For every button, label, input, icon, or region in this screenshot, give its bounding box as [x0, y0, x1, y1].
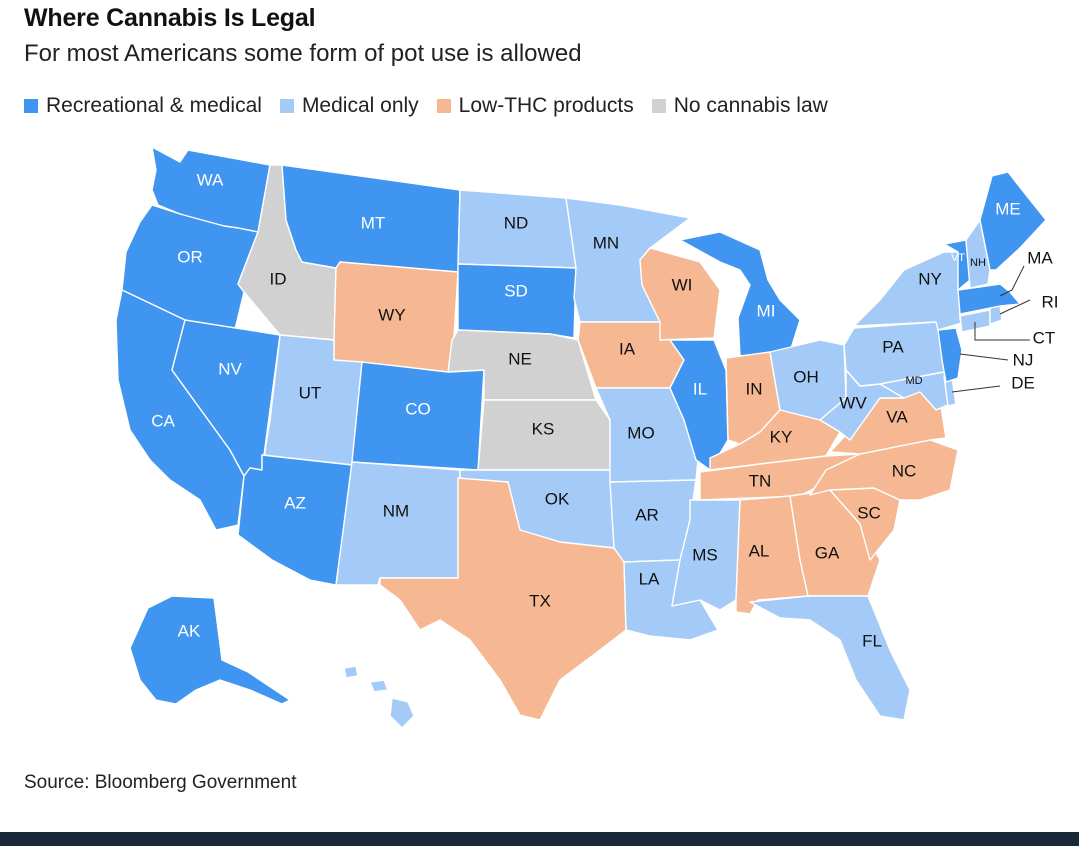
label-nj: NJ: [1013, 350, 1034, 369]
label-nd: ND: [504, 213, 529, 232]
label-ny: NY: [918, 269, 942, 288]
state-wi: [639, 247, 721, 341]
label-sd: SD: [504, 281, 528, 300]
leader-ri: [999, 299, 1031, 315]
state-vt: [943, 239, 971, 291]
state-me: [979, 171, 1047, 271]
label-wy: WY: [378, 305, 405, 324]
chart-title: Where Cannabis Is Legal: [24, 4, 316, 32]
legend-label-medical: Medical only: [301, 94, 419, 117]
label-ne: NE: [508, 349, 532, 368]
label-oh: OH: [793, 367, 819, 386]
leader-lines: [951, 265, 1031, 393]
label-ky: KY: [770, 427, 793, 446]
label-tx: TX: [529, 591, 551, 610]
label-wi: WI: [672, 275, 693, 294]
state-labels: WA OR CA NV ID MT WY UT AZ CO NM AK ND S…: [151, 170, 1058, 650]
state-ct: [959, 309, 991, 333]
us-map: WA OR CA NV ID MT WY UT AZ CO NM AK ND S…: [115, 146, 1059, 729]
legend-swatch-low-thc: [436, 99, 451, 113]
label-ca: CA: [151, 411, 175, 430]
label-ri: RI: [1042, 292, 1059, 311]
label-mo: MO: [627, 423, 654, 442]
leader-nj: [959, 353, 1009, 361]
state-az: [237, 454, 353, 586]
legend-swatch-medical: [279, 99, 294, 113]
label-va: VA: [886, 407, 908, 426]
label-ct: CT: [1033, 328, 1056, 347]
label-ks: KS: [532, 419, 555, 438]
label-mi: MI: [757, 301, 776, 320]
label-mn: MN: [593, 233, 619, 252]
label-de: DE: [1011, 373, 1035, 392]
state-ri: [989, 305, 1003, 325]
label-nm: NM: [383, 501, 409, 520]
label-il: IL: [693, 379, 707, 398]
state-hi-maui: [369, 679, 389, 693]
legend-item-no-law: No cannabis law: [651, 94, 828, 118]
label-me: ME: [995, 199, 1021, 218]
legend-label-no-law: No cannabis law: [673, 94, 828, 117]
label-al: AL: [749, 541, 770, 560]
label-sc: SC: [857, 503, 881, 522]
label-ut: UT: [299, 383, 322, 402]
label-vt: VT: [951, 252, 965, 264]
state-co: [351, 361, 485, 471]
label-la: LA: [639, 569, 660, 588]
label-ia: IA: [619, 339, 636, 358]
state-il: [669, 339, 729, 471]
label-mt: MT: [361, 213, 386, 232]
legend-swatch-no-law: [651, 99, 666, 113]
label-ms: MS: [692, 545, 718, 564]
label-ga: GA: [815, 543, 840, 562]
label-ak: AK: [178, 621, 201, 640]
bottom-bar: [0, 832, 1079, 846]
source-note: Source: Bloomberg Government: [24, 772, 297, 793]
state-hi: [343, 665, 415, 729]
state-hi-big: [389, 697, 415, 729]
label-ar: AR: [635, 505, 659, 524]
label-nh: NH: [970, 257, 986, 269]
state-sd: [457, 263, 577, 339]
legend-swatch-recreational: [24, 99, 38, 113]
label-pa: PA: [882, 337, 904, 356]
chart-subtitle: For most Americans some form of pot use …: [24, 40, 582, 67]
label-ok: OK: [545, 489, 570, 508]
label-in: IN: [746, 379, 763, 398]
state-hi-oahu: [343, 665, 359, 679]
legend-label-recreational: Recreational & medical: [46, 94, 262, 117]
state-shapes: [115, 146, 1047, 729]
legend-label-low-thc: Low-THC products: [458, 94, 634, 117]
state-nj: [937, 327, 963, 383]
legend: Recreational & medical Medical only Low-…: [24, 94, 846, 118]
legend-item-low-thc: Low-THC products: [436, 94, 634, 118]
state-nh: [965, 219, 991, 289]
state-fl: [749, 595, 911, 721]
label-wv: WV: [839, 393, 867, 412]
label-fl: FL: [862, 631, 882, 650]
state-ak: [129, 595, 291, 705]
label-ma: MA: [1027, 248, 1053, 267]
label-az: AZ: [284, 493, 306, 512]
leader-ma: [999, 265, 1025, 297]
state-tx: [379, 477, 627, 721]
label-tn: TN: [749, 471, 772, 490]
state-nm: [335, 461, 461, 586]
label-wa: WA: [197, 170, 224, 189]
label-or: OR: [177, 247, 203, 266]
label-co: CO: [405, 399, 431, 418]
legend-item-recreational: Recreational & medical: [24, 94, 262, 118]
legend-item-medical: Medical only: [279, 94, 419, 118]
label-nc: NC: [892, 461, 917, 480]
leader-de: [951, 385, 1001, 393]
label-md: MD: [905, 375, 922, 387]
state-ma: [957, 283, 1021, 315]
leader-ct: [974, 322, 1030, 341]
label-id: ID: [270, 269, 287, 288]
label-nv: NV: [218, 359, 242, 378]
